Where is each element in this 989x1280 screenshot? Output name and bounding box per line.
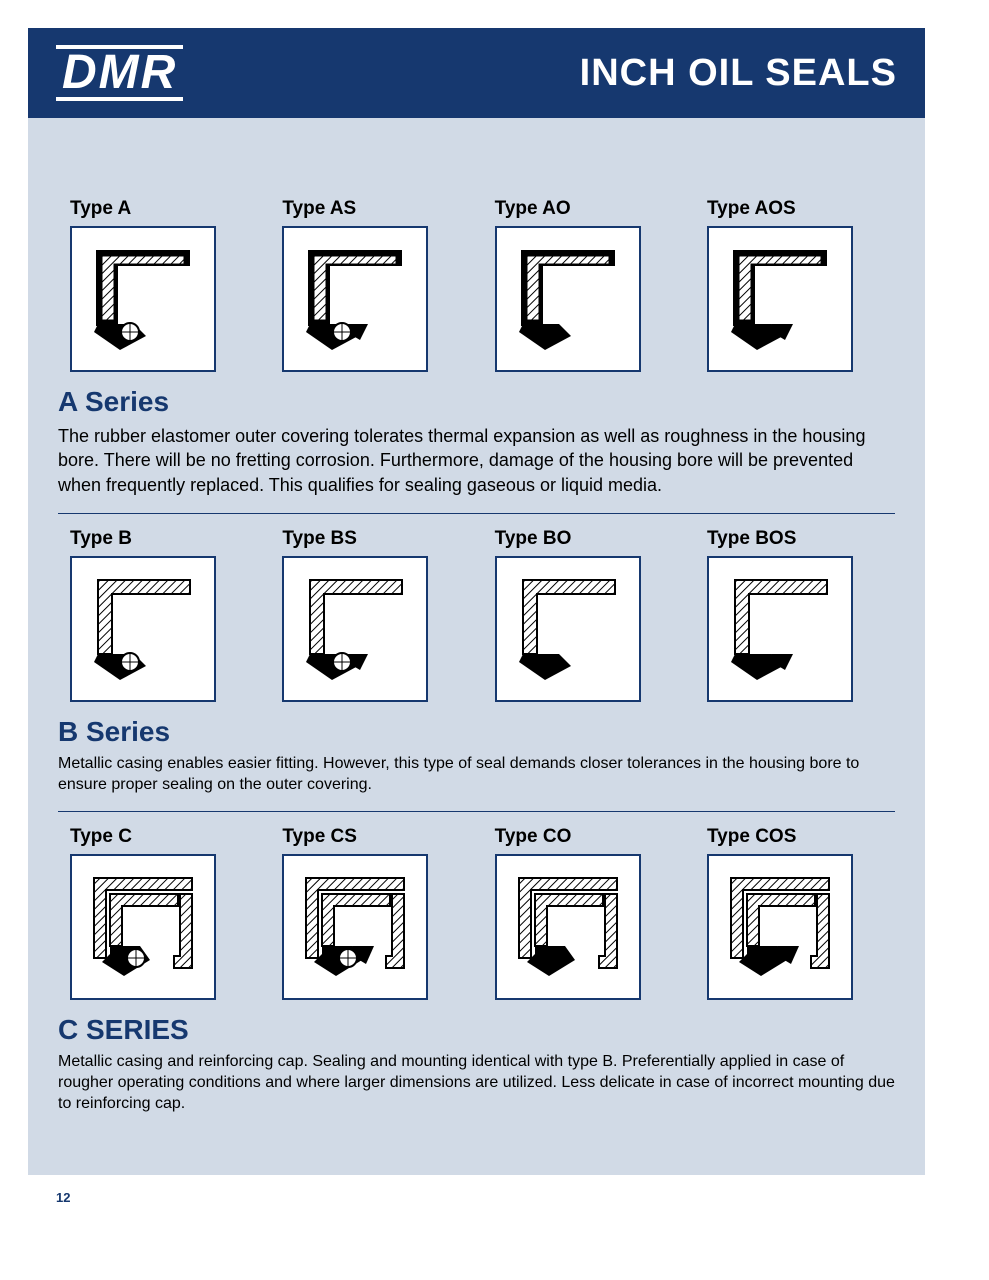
type-cell-a-0: Type A (58, 198, 258, 372)
seal-diagram-icon (282, 854, 428, 1000)
content-area: Type A Type AS Type AO Type AOS A Se (28, 118, 925, 1171)
type-cell-c-0: Type C (58, 826, 258, 1000)
series-a-title: A Series (58, 386, 895, 418)
series-c-title: C SERIES (58, 1014, 895, 1046)
seal-diagram-icon (70, 226, 216, 372)
type-label: Type B (70, 528, 258, 550)
type-label: Type AS (282, 198, 470, 220)
type-label: Type BS (282, 528, 470, 550)
seal-diagram-icon (282, 556, 428, 702)
type-cell-c-2: Type CO (483, 826, 683, 1000)
section-divider (58, 811, 895, 812)
section-divider (58, 513, 895, 514)
series-a-type-row: Type A Type AS Type AO Type AOS (58, 198, 895, 372)
series-c-description: Metallic casing and reinforcing cap. Sea… (58, 1052, 895, 1114)
type-cell-a-2: Type AO (483, 198, 683, 372)
type-label: Type A (70, 198, 258, 220)
catalog-page: DMR INCH OIL SEALS Type A Type AS Type A… (28, 28, 925, 1175)
type-label: Type AOS (707, 198, 895, 220)
seal-diagram-icon (707, 226, 853, 372)
type-cell-b-1: Type BS (270, 528, 470, 702)
type-cell-c-3: Type COS (695, 826, 895, 1000)
type-label: Type AO (495, 198, 683, 220)
type-cell-c-1: Type CS (270, 826, 470, 1000)
series-b-type-row: Type B Type BS Type BO Type BOS (58, 528, 895, 702)
seal-diagram-icon (70, 854, 216, 1000)
seal-diagram-icon (282, 226, 428, 372)
seal-diagram-icon (70, 556, 216, 702)
type-label: Type CS (282, 826, 470, 848)
series-a-description: The rubber elastomer outer covering tole… (58, 424, 895, 497)
seal-diagram-icon (495, 854, 641, 1000)
type-cell-a-3: Type AOS (695, 198, 895, 372)
type-label: Type CO (495, 826, 683, 848)
seal-diagram-icon (707, 556, 853, 702)
seal-diagram-icon (495, 556, 641, 702)
type-cell-b-3: Type BOS (695, 528, 895, 702)
seal-diagram-icon (495, 226, 641, 372)
brand-logo: DMR (56, 45, 183, 101)
type-label: Type C (70, 826, 258, 848)
page-title: INCH OIL SEALS (580, 52, 897, 95)
type-label: Type BOS (707, 528, 895, 550)
header-band: DMR INCH OIL SEALS (28, 28, 925, 118)
type-label: Type BO (495, 528, 683, 550)
page-number: 12 (56, 1190, 70, 1205)
seal-diagram-icon (707, 854, 853, 1000)
series-b-title: B Series (58, 716, 895, 748)
type-cell-b-0: Type B (58, 528, 258, 702)
type-cell-a-1: Type AS (270, 198, 470, 372)
type-label: Type COS (707, 826, 895, 848)
type-cell-b-2: Type BO (483, 528, 683, 702)
series-c-type-row: Type C Type CS Type CO Type COS (58, 826, 895, 1000)
series-b-description: Metallic casing enables easier fitting. … (58, 754, 895, 796)
